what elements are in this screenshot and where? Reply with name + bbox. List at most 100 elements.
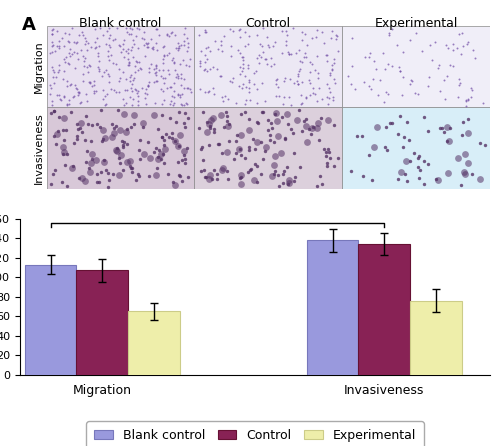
Point — [306, 80, 314, 87]
Point — [101, 92, 109, 99]
Point — [68, 25, 76, 32]
Point — [48, 98, 56, 105]
Point — [100, 68, 108, 75]
Point — [127, 85, 135, 92]
Point — [46, 82, 54, 89]
Point — [166, 70, 173, 78]
Point — [236, 174, 244, 181]
Point — [318, 181, 326, 188]
Point — [82, 158, 90, 165]
Point — [97, 168, 105, 175]
Point — [302, 54, 310, 61]
Point — [178, 178, 186, 185]
Point — [368, 176, 376, 183]
Point — [64, 60, 72, 67]
Point — [159, 74, 167, 81]
Point — [48, 31, 56, 38]
Point — [183, 84, 191, 91]
Point — [158, 100, 166, 107]
Point — [100, 156, 108, 163]
Point — [126, 163, 134, 170]
Point — [250, 70, 258, 77]
Point — [51, 166, 59, 173]
Point — [292, 50, 300, 57]
Point — [105, 78, 113, 86]
Point — [476, 175, 484, 182]
Point — [74, 91, 82, 99]
Point — [302, 115, 310, 122]
Point — [104, 169, 112, 176]
Point — [152, 26, 160, 33]
Point — [209, 85, 217, 92]
Point — [76, 175, 84, 182]
Point — [70, 64, 78, 71]
Point — [98, 138, 106, 145]
Point — [404, 137, 412, 144]
Point — [116, 159, 124, 166]
Point — [262, 97, 270, 104]
Point — [133, 90, 141, 97]
Point — [50, 107, 58, 114]
Point — [372, 66, 380, 73]
Point — [127, 71, 135, 78]
Point — [322, 81, 330, 88]
Point — [256, 51, 264, 58]
Point — [63, 78, 71, 85]
Point — [267, 55, 275, 62]
Point — [133, 25, 141, 32]
Point — [296, 66, 304, 73]
Point — [180, 75, 188, 83]
Point — [238, 56, 246, 63]
Point — [74, 125, 82, 132]
Bar — [128, 311, 180, 375]
Point — [312, 53, 320, 60]
Point — [274, 83, 282, 91]
Point — [183, 100, 191, 107]
Point — [67, 80, 75, 87]
Point — [146, 60, 154, 67]
Point — [144, 39, 152, 46]
Point — [244, 64, 252, 71]
Point — [330, 75, 338, 83]
Point — [195, 124, 203, 131]
Point — [86, 62, 94, 69]
Point — [172, 70, 180, 78]
Point — [152, 47, 160, 54]
Point — [329, 96, 337, 103]
Point — [244, 77, 252, 84]
Point — [206, 47, 214, 54]
Point — [154, 155, 162, 162]
Point — [446, 125, 454, 132]
Point — [278, 113, 286, 120]
Point — [460, 168, 468, 175]
Point — [470, 55, 478, 62]
Point — [83, 97, 91, 104]
Point — [274, 133, 282, 140]
Point — [181, 109, 189, 116]
Point — [90, 82, 98, 89]
Point — [123, 87, 131, 94]
Point — [174, 108, 182, 116]
Point — [222, 167, 230, 174]
Point — [122, 47, 130, 54]
Point — [269, 42, 277, 50]
Point — [458, 50, 466, 57]
Point — [170, 60, 178, 67]
Point — [174, 44, 182, 51]
Point — [74, 88, 82, 95]
Point — [365, 151, 373, 158]
Point — [206, 124, 214, 132]
Point — [48, 109, 56, 116]
Point — [176, 92, 184, 99]
Point — [280, 94, 288, 101]
Point — [55, 38, 63, 45]
FancyBboxPatch shape — [194, 25, 342, 107]
Point — [118, 144, 126, 151]
Point — [301, 31, 309, 38]
Point — [68, 50, 76, 57]
Point — [286, 51, 294, 58]
Point — [163, 32, 171, 39]
Point — [395, 63, 403, 70]
Point — [172, 31, 179, 38]
Point — [155, 66, 163, 74]
